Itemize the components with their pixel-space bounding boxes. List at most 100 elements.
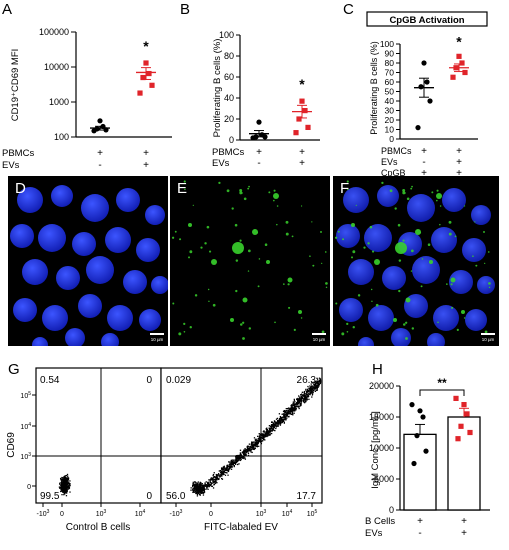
- event-dot: [220, 471, 222, 473]
- event-dot: [281, 421, 283, 424]
- event-dot: [311, 393, 314, 395]
- event-dot: [65, 495, 68, 497]
- event-dot: [236, 459, 239, 462]
- event-dot: [242, 452, 244, 454]
- nucleus: [462, 238, 486, 262]
- event-dot: [246, 446, 249, 449]
- condition-label: EVs: [2, 160, 20, 171]
- ev-speck: [397, 223, 401, 227]
- event-dot: [318, 377, 321, 379]
- ev-speck: [475, 264, 478, 267]
- data-point: [458, 423, 464, 429]
- event-dot: [239, 459, 241, 462]
- event-dot: [210, 482, 213, 485]
- microscopy-panels: D E F 10 µm 10 µm 10 µm: [8, 176, 499, 346]
- event-dot: [60, 482, 63, 484]
- event-dot: [228, 464, 230, 466]
- event-dot: [295, 405, 298, 407]
- event-dot: [246, 446, 248, 448]
- y-tick-label: 0: [389, 134, 394, 144]
- event-dot: [221, 471, 224, 473]
- event-dot: [194, 483, 197, 485]
- event-dot: [287, 415, 289, 418]
- event-dot: [244, 452, 246, 454]
- panel-b: B Proliferating B cells (%) 0 20 40 60 8…: [180, 1, 320, 169]
- event-dot: [278, 419, 281, 421]
- event-dot: [309, 385, 311, 387]
- event-dot: [67, 485, 70, 487]
- event-dot: [59, 483, 61, 485]
- event-dot: [259, 433, 261, 435]
- ev-speck: [320, 230, 323, 233]
- event-dot: [301, 391, 304, 393]
- ev-speck: [369, 225, 373, 229]
- event-dot: [284, 418, 287, 420]
- event-dot: [277, 425, 279, 427]
- event-dot: [260, 436, 262, 438]
- event-dot: [268, 434, 270, 436]
- event-dot: [297, 403, 299, 405]
- event-dot: [247, 451, 249, 453]
- event-dot: [283, 414, 285, 416]
- event-dot: [261, 436, 263, 439]
- event-dot: [299, 405, 301, 407]
- ev-speck: [448, 220, 452, 224]
- event-dot: [227, 465, 229, 467]
- event-dot: [244, 457, 246, 459]
- ev-speck: [484, 330, 488, 334]
- ev-speck: [268, 191, 271, 194]
- event-dot: [252, 447, 254, 450]
- svg-text:0: 0: [209, 511, 213, 518]
- event-dot: [257, 437, 260, 440]
- event-dot: [210, 478, 212, 480]
- significance-marker: **: [437, 376, 447, 390]
- event-dot: [271, 430, 273, 432]
- event-dot: [250, 451, 252, 453]
- event-dot: [266, 431, 268, 433]
- event-dot: [261, 440, 263, 443]
- event-dot: [259, 440, 261, 442]
- event-dot: [60, 490, 62, 493]
- event-dot: [199, 485, 201, 488]
- event-dot: [288, 407, 290, 409]
- event-dot: [305, 396, 308, 399]
- ev-signal: [405, 297, 411, 303]
- event-dot: [295, 406, 297, 408]
- event-dot: [211, 485, 214, 487]
- event-dot: [61, 490, 63, 492]
- condition-sign: +: [461, 528, 467, 539]
- flow-plot-right: [160, 367, 323, 504]
- ev-speck: [355, 204, 357, 206]
- event-dot: [190, 487, 192, 489]
- event-dot: [223, 473, 225, 475]
- ev-signal: [429, 260, 433, 264]
- event-dot: [212, 473, 215, 476]
- event-dot: [285, 413, 287, 416]
- ev-speck: [183, 330, 186, 333]
- ev-speck: [483, 230, 486, 233]
- ev-speck: [484, 262, 486, 265]
- y-ticks-b: 0 20 40 60 80 100: [219, 30, 240, 145]
- event-dot: [278, 423, 280, 425]
- event-dot: [67, 482, 69, 485]
- event-dot: [304, 401, 307, 403]
- event-dot: [249, 449, 252, 452]
- event-dot: [281, 413, 283, 415]
- condition-sign: +: [421, 168, 427, 179]
- event-dot: [307, 390, 309, 392]
- ev-speck: [448, 232, 452, 236]
- event-dot: [312, 389, 315, 391]
- event-dot: [274, 421, 276, 423]
- event-dot: [206, 484, 208, 487]
- condition-sign: +: [143, 148, 149, 159]
- event-dot: [236, 454, 239, 457]
- ev-speck: [394, 207, 397, 210]
- nucleus: [412, 256, 440, 284]
- event-dot: [257, 435, 259, 438]
- ev-speck: [325, 286, 328, 289]
- event-dot: [199, 481, 201, 484]
- ev-speck: [487, 251, 490, 253]
- nucleus: [431, 227, 457, 253]
- ev-speck: [389, 189, 393, 193]
- event-dot: [195, 489, 197, 491]
